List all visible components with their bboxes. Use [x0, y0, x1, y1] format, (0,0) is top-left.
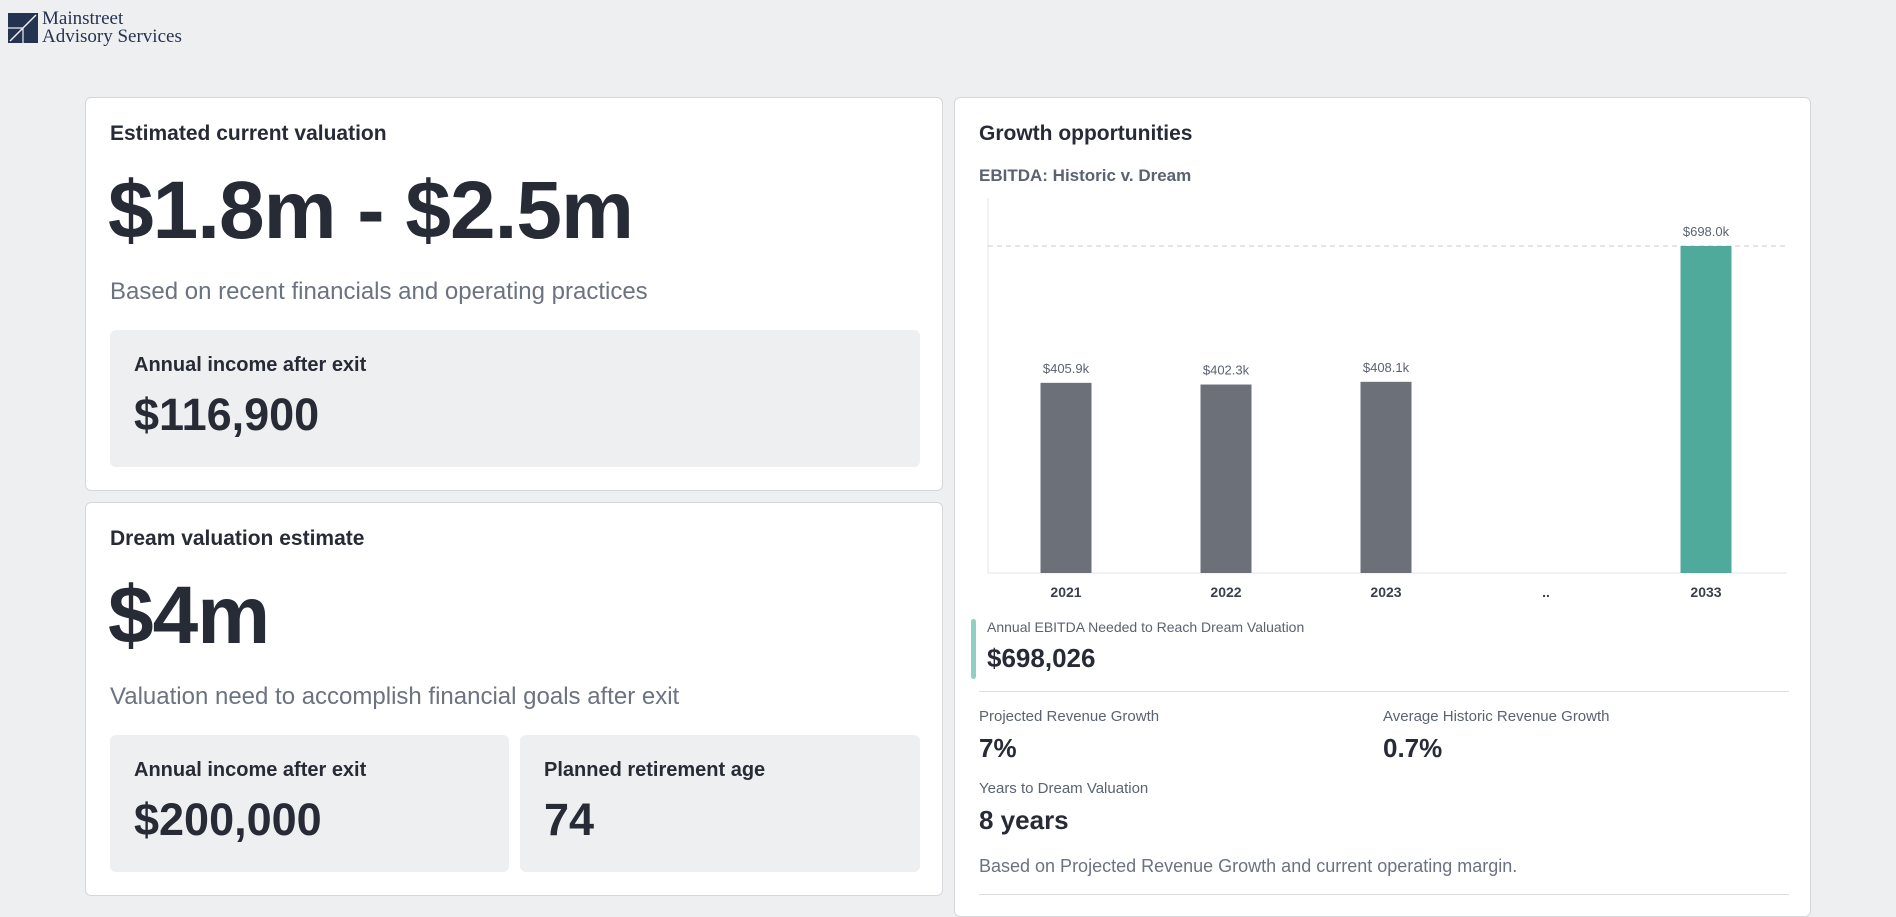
tick-label-1: 2022: [1210, 584, 1241, 600]
projected-growth-value: 7%: [979, 733, 1017, 763]
projected-growth-label: Projected Revenue Growth: [979, 708, 1160, 725]
dream-valuation-card: Dream valuation estimate $4m Valuation n…: [85, 502, 943, 896]
income-value: $116,900: [134, 389, 320, 440]
years-value: 8 years: [979, 805, 1069, 835]
brand-line1: Mainstreet: [42, 8, 124, 29]
current-valuation-card: Estimated current valuation $1.8m - $2.5…: [85, 97, 943, 491]
logo: Mainstreet Advisory Services: [8, 8, 182, 47]
income-value: $200,000: [134, 794, 322, 845]
historic-growth-label: Average Historic Revenue Growth: [1383, 708, 1610, 725]
divider: [979, 691, 1789, 692]
age-value: 74: [544, 794, 595, 845]
brand-line2: Advisory Services: [42, 26, 182, 47]
income-label: Annual income after exit: [134, 354, 367, 376]
ebitda-label: Annual EBITDA Needed to Reach Dream Valu…: [987, 619, 1305, 635]
logo-icon: [8, 13, 38, 43]
retirement-age-box: Planned retirement age 74: [520, 735, 920, 872]
years-label: Years to Dream Valuation: [979, 780, 1149, 797]
chart-title: EBITDA: Historic v. Dream: [979, 166, 1192, 185]
growth-note: Based on Projected Revenue Growth and cu…: [979, 856, 1518, 876]
tick-label-2: 2023: [1370, 584, 1401, 600]
accent-bar: [971, 619, 976, 679]
bar-2023: [1360, 381, 1412, 573]
tick-label-0: 2021: [1050, 584, 1081, 600]
card-subtitle: Based on recent financials and operating…: [110, 278, 648, 305]
bar-2022: [1200, 384, 1252, 573]
growth-card: Growth opportunities EBITDA: Historic v.…: [954, 97, 1811, 917]
income-label: Annual income after exit: [134, 759, 367, 781]
card-title: Dream valuation estimate: [110, 527, 365, 550]
bar-2033: [1680, 246, 1732, 573]
divider: [979, 894, 1789, 895]
valuation-range: $1.8m - $2.5m: [108, 165, 634, 256]
age-label: Planned retirement age: [544, 759, 766, 781]
tick-label-3: ..: [1542, 584, 1550, 600]
card-subtitle: Valuation need to accomplish financial g…: [110, 683, 680, 710]
data-label-2022: $402.3k: [1203, 363, 1250, 378]
historic-growth-value: 0.7%: [1383, 733, 1443, 763]
data-label-2033: $698.0k: [1683, 224, 1730, 239]
income-box: Annual income after exit $116,900: [110, 330, 920, 467]
data-label-2021: $405.9k: [1043, 361, 1090, 376]
income-box: Annual income after exit $200,000: [110, 735, 509, 872]
bar-2021: [1040, 382, 1092, 573]
card-title: Estimated current valuation: [110, 122, 387, 145]
dream-value: $4m: [108, 570, 270, 661]
ebitda-value: $698,026: [987, 643, 1096, 673]
ebitda-chart: $405.9k 2021 $402.3k 2022 $408.1k 2023 .. $698.…: [987, 198, 1787, 600]
card-title: Growth opportunities: [979, 122, 1193, 145]
tick-label-4: 2033: [1690, 584, 1721, 600]
data-label-2023: $408.1k: [1363, 360, 1410, 375]
